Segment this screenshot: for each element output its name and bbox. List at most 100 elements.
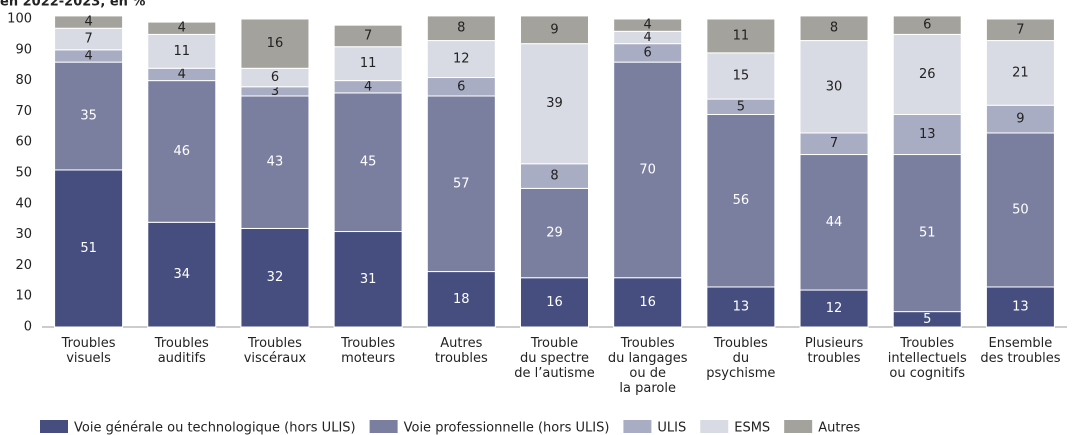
value-label: 26: [919, 67, 936, 82]
y-tick-label: 90: [15, 42, 32, 57]
value-label: 15: [733, 68, 750, 83]
bar-segment: [985, 18, 1055, 42]
value-label: 70: [639, 162, 656, 177]
bar-segment: [54, 15, 124, 29]
value-label: 50: [1012, 202, 1029, 217]
bar-segment: [333, 231, 403, 328]
value-label: 13: [1012, 299, 1029, 314]
x-tick-label: Trouble du spectre de l’autisme: [514, 336, 594, 381]
bar-segment: [240, 18, 310, 69]
legend-swatch: [369, 420, 398, 433]
value-label: 34: [173, 267, 190, 282]
value-label: 16: [267, 36, 284, 51]
x-tick-label: Troubles du psychisme: [706, 336, 775, 381]
value-label: 6: [923, 18, 931, 33]
value-label: 8: [457, 21, 465, 36]
value-label: 51: [80, 241, 97, 256]
value-label: 8: [830, 21, 838, 36]
y-tick-label: 70: [15, 104, 32, 119]
y-tick-label: 0: [24, 320, 32, 335]
value-label: 13: [733, 299, 750, 314]
bar-segment: [54, 169, 124, 328]
value-label: 18: [453, 292, 470, 307]
value-label: 51: [919, 226, 936, 241]
value-label: 7: [1016, 22, 1024, 37]
bar-segment: [985, 286, 1055, 328]
value-label: 9: [1016, 112, 1024, 127]
value-label: 11: [173, 44, 190, 59]
value-label: 7: [84, 32, 92, 47]
bar-segment: [520, 163, 589, 189]
bar-segment: [147, 21, 217, 35]
bar-segment: [147, 80, 217, 223]
bar-segment: [985, 132, 1055, 288]
bar-segment: [240, 95, 310, 229]
value-label: 9: [550, 22, 558, 37]
x-tick-label: Troubles intellectuels ou cognitifs: [888, 336, 967, 381]
bar-segment: [799, 40, 869, 134]
legend-label: ULIS: [657, 421, 686, 435]
value-label: 6: [457, 79, 465, 94]
value-label: 11: [360, 56, 377, 71]
bar-segment: [613, 61, 683, 279]
value-label: 44: [826, 215, 843, 230]
value-label: 4: [178, 21, 186, 36]
legend-swatch: [784, 420, 813, 433]
value-label: 30: [826, 79, 843, 94]
y-tick-label: 50: [15, 166, 32, 181]
bar-segment: [240, 227, 310, 328]
value-label: 46: [173, 144, 190, 159]
bar-segment: [892, 15, 962, 35]
value-label: 21: [1012, 65, 1029, 80]
value-label: 4: [644, 30, 652, 45]
bar-segment: [706, 113, 776, 288]
legend-swatch: [700, 420, 729, 433]
value-label: 5: [737, 99, 745, 114]
value-label: 4: [364, 79, 372, 94]
bar-segment: [147, 33, 217, 69]
value-label: 57: [453, 176, 470, 191]
bar-segment: [613, 18, 683, 32]
value-label: 8: [550, 169, 558, 184]
value-label: 12: [826, 301, 843, 316]
value-label: 32: [267, 270, 284, 285]
value-label: 45: [360, 155, 377, 170]
y-tick-label: 20: [15, 258, 32, 273]
bar-segment: [333, 24, 403, 48]
legend-swatch: [40, 420, 68, 433]
value-label: 5: [923, 312, 931, 327]
bar-segment: [706, 52, 776, 100]
legend-label: Autres: [818, 421, 860, 435]
bar-segment: [799, 15, 869, 42]
x-tick-label: Troubles moteurs: [340, 336, 395, 366]
value-label: 12: [453, 52, 470, 67]
value-label: 4: [84, 48, 92, 63]
value-label: 56: [733, 193, 750, 208]
legend-label: Voie générale ou technologique (hors ULI…: [74, 421, 356, 435]
value-label: 4: [644, 18, 652, 33]
bar-segment: [706, 18, 776, 54]
bar-segment: [426, 15, 496, 42]
value-label: 7: [830, 136, 838, 151]
bar-segment: [985, 104, 1055, 134]
x-tick-label: Troubles viscéraux: [244, 336, 307, 366]
bar-segment: [426, 271, 496, 328]
x-tick-label: Troubles du langages ou de la parole: [608, 336, 688, 396]
value-label: 29: [546, 226, 563, 241]
value-label: 4: [84, 15, 92, 30]
legend-label: Voie professionnelle (hors ULIS): [404, 421, 610, 435]
y-tick-label: 40: [15, 196, 32, 211]
value-label: 6: [271, 70, 279, 85]
y-tick-label: 100: [7, 12, 32, 27]
x-tick-label: Troubles auditifs: [154, 336, 209, 366]
legend-swatch: [623, 420, 652, 433]
value-label: 16: [546, 295, 563, 310]
value-label: 3: [271, 84, 279, 99]
value-label: 35: [80, 109, 97, 124]
bar-segment: [426, 95, 496, 273]
bar-segment: [147, 221, 217, 328]
value-label: 11: [733, 28, 750, 43]
chart-title: en 2022-2023, en %: [0, 0, 145, 10]
y-tick-label: 30: [15, 227, 32, 242]
